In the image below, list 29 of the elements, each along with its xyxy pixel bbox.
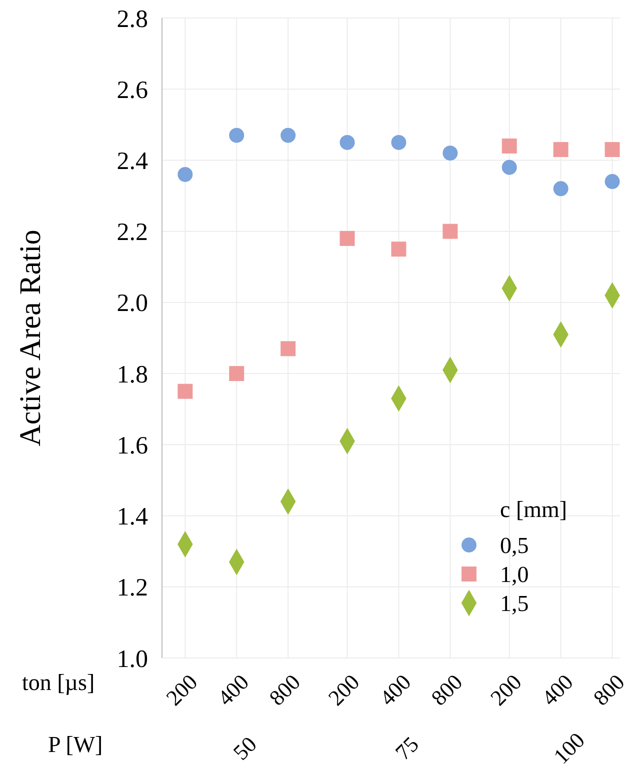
x-tick-label: 800 [264,669,306,710]
legend-label: 0,5 [500,533,529,558]
x-tick-label: 200 [161,669,202,710]
text: P [W] [48,732,103,757]
legend-label: 1,5 [500,591,529,616]
x-tick-label: 800 [426,669,468,710]
y-axis-title: Active Area Ratio [14,230,47,446]
y-tick-label: 2.8 [116,6,148,33]
x-tick-label: 400 [212,669,254,710]
legend-label: 1,0 [500,562,529,588]
y-tick-label: 1.2 [116,574,148,602]
text: 50 [228,732,262,765]
y-tick-label: 1.8 [116,361,148,388]
y-tick-label: 2.4 [116,148,148,175]
y-tick-label: 2.0 [116,290,148,318]
x-tick-label: 800 [588,669,630,710]
text: 100 [548,728,590,769]
x-tick-label: 200 [485,669,526,710]
x-tick-label: 200 [323,669,364,710]
y-tick-label: 1.0 [116,646,148,673]
y-tick-label: 1.6 [116,432,148,460]
x-tick-label: 400 [536,669,578,710]
x-axis-title: ton [µs] [22,670,95,695]
legend-title: c [mm] [500,497,568,522]
y-tick-label: 1.4 [116,504,148,531]
text: 75 [390,732,424,765]
y-tick-label: 2.2 [116,219,148,246]
y-tick-label: 2.6 [116,76,148,104]
x-tick-label: 400 [374,669,416,710]
